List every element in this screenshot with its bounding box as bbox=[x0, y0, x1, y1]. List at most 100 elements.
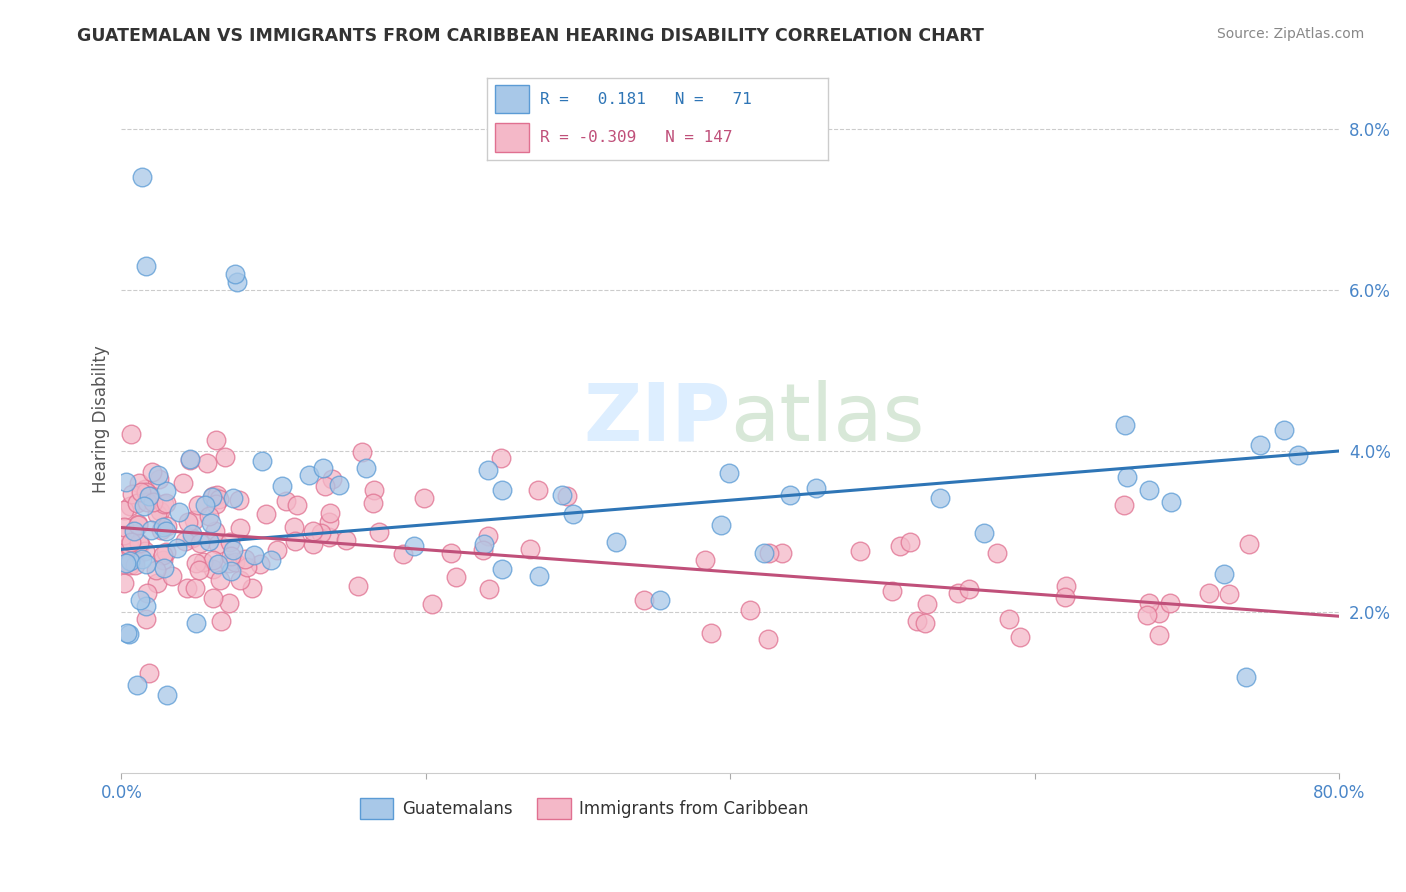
Point bbox=[413, 491, 436, 506]
Point bbox=[717, 467, 740, 481]
Point bbox=[562, 507, 585, 521]
Point bbox=[188, 536, 211, 550]
Point bbox=[207, 557, 229, 571]
Point bbox=[195, 457, 218, 471]
Point bbox=[738, 603, 761, 617]
Point bbox=[1054, 579, 1077, 593]
Point bbox=[1137, 596, 1160, 610]
Point bbox=[122, 524, 145, 538]
Point bbox=[184, 616, 207, 631]
Point bbox=[491, 483, 513, 498]
Point bbox=[283, 519, 305, 533]
Point bbox=[183, 513, 205, 527]
Point bbox=[118, 554, 141, 568]
Point bbox=[254, 507, 277, 521]
Point bbox=[131, 552, 153, 566]
Point bbox=[187, 563, 209, 577]
Point bbox=[120, 535, 142, 549]
Point bbox=[250, 453, 273, 467]
Point bbox=[700, 626, 723, 640]
Point bbox=[889, 539, 911, 553]
Point bbox=[180, 531, 202, 545]
Point bbox=[120, 426, 142, 441]
Point bbox=[127, 518, 149, 533]
Point bbox=[1137, 483, 1160, 497]
Point bbox=[898, 535, 921, 549]
Point bbox=[527, 569, 550, 583]
Point bbox=[440, 545, 463, 559]
Point bbox=[155, 483, 177, 498]
Point bbox=[986, 546, 1008, 560]
Point bbox=[149, 523, 172, 537]
Point bbox=[146, 508, 169, 522]
Point bbox=[138, 489, 160, 503]
Point bbox=[152, 561, 174, 575]
Point bbox=[139, 523, 162, 537]
Point bbox=[804, 481, 827, 495]
Point bbox=[946, 586, 969, 600]
Point bbox=[202, 562, 225, 576]
Point bbox=[779, 488, 801, 502]
Point bbox=[127, 678, 149, 692]
Text: atlas: atlas bbox=[730, 380, 925, 458]
Point bbox=[114, 541, 136, 556]
Point bbox=[228, 573, 250, 587]
Point bbox=[973, 525, 995, 540]
Point bbox=[200, 516, 222, 530]
Point bbox=[1213, 567, 1236, 582]
Point bbox=[363, 483, 385, 497]
Point bbox=[152, 520, 174, 534]
Point bbox=[124, 558, 146, 572]
Point bbox=[134, 544, 156, 558]
Point bbox=[477, 463, 499, 477]
Point bbox=[120, 558, 142, 572]
Point bbox=[128, 535, 150, 549]
Point bbox=[155, 496, 177, 510]
Point bbox=[201, 490, 224, 504]
Point bbox=[191, 556, 214, 570]
Point bbox=[477, 529, 499, 543]
Point bbox=[914, 616, 936, 631]
Point bbox=[1147, 628, 1170, 642]
Point bbox=[120, 541, 142, 555]
Point bbox=[605, 534, 627, 549]
Point bbox=[491, 562, 513, 576]
Point bbox=[201, 553, 224, 567]
Point bbox=[446, 570, 468, 584]
Point bbox=[224, 267, 246, 281]
Point bbox=[115, 475, 138, 490]
Point bbox=[756, 632, 779, 646]
Point bbox=[148, 472, 170, 486]
Point bbox=[633, 592, 655, 607]
Point bbox=[208, 491, 231, 506]
Point bbox=[208, 573, 231, 587]
Point bbox=[233, 552, 256, 566]
Point bbox=[368, 524, 391, 539]
Point bbox=[120, 499, 142, 513]
Point bbox=[121, 487, 143, 501]
Point bbox=[184, 556, 207, 570]
Point bbox=[222, 543, 245, 558]
Point bbox=[1286, 448, 1309, 462]
Point bbox=[236, 560, 259, 574]
Point bbox=[127, 516, 149, 531]
Point bbox=[519, 542, 541, 557]
Point bbox=[172, 476, 194, 491]
Point bbox=[204, 524, 226, 539]
Point bbox=[555, 489, 578, 503]
Point bbox=[205, 434, 228, 448]
Point bbox=[391, 547, 413, 561]
Point bbox=[352, 445, 374, 459]
Text: Source: ZipAtlas.com: Source: ZipAtlas.com bbox=[1216, 27, 1364, 41]
Point bbox=[115, 626, 138, 640]
Point bbox=[128, 592, 150, 607]
Point bbox=[179, 452, 201, 467]
Point bbox=[152, 553, 174, 567]
Point bbox=[146, 467, 169, 482]
Point bbox=[167, 505, 190, 519]
Point bbox=[849, 543, 872, 558]
Point bbox=[228, 493, 250, 508]
Point bbox=[1218, 587, 1240, 601]
Point bbox=[138, 490, 160, 504]
Point bbox=[284, 533, 307, 548]
